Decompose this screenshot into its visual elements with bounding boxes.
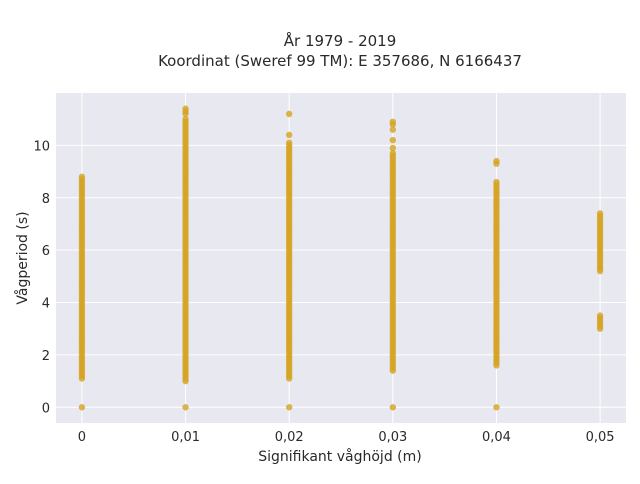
y-axis-ticks: 0 2 4 6 8 10 (33, 139, 50, 416)
data-point (389, 150, 397, 157)
y-tick-label: 4 (42, 297, 50, 312)
data-point (285, 110, 293, 118)
data-point (493, 160, 500, 167)
y-tick-label: 6 (42, 244, 50, 259)
data-point (389, 136, 397, 144)
y-tick-label: 2 (42, 349, 50, 364)
x-tick-label: 0,01 (171, 430, 200, 445)
data-point (78, 404, 86, 411)
data-point (182, 110, 189, 118)
plot-area (56, 93, 626, 423)
data-point (389, 121, 397, 128)
x-tick-label: 0,04 (482, 430, 511, 445)
data-point (389, 126, 397, 133)
data-points (78, 105, 604, 411)
chart-title-line1: År 1979 - 2019 (284, 31, 397, 50)
data-point (78, 173, 86, 181)
data-point (182, 115, 189, 123)
y-tick-label: 8 (42, 192, 50, 207)
x-tick-label: 0,02 (275, 430, 304, 445)
data-point (285, 139, 293, 146)
y-tick-label: 0 (42, 401, 50, 416)
data-point (389, 404, 397, 411)
data-point (285, 404, 293, 411)
chart-title-line2: Koordinat (Sweref 99 TM): E 357686, N 61… (158, 52, 522, 70)
data-point (493, 178, 500, 186)
x-tick-label: 0,03 (378, 430, 407, 445)
x-axis-ticks: 0 0,01 0,02 0,03 0,04 0,05 (78, 430, 615, 445)
data-point (389, 144, 397, 152)
data-point (182, 404, 189, 411)
x-tick-label: 0,05 (586, 430, 615, 445)
y-axis-label: Vågperiod (s) (14, 211, 31, 304)
data-point (285, 131, 293, 139)
data-point (493, 404, 500, 411)
x-tick-label: 0 (78, 430, 86, 445)
data-point (596, 210, 604, 217)
data-point (596, 312, 604, 319)
y-tick-label: 10 (33, 139, 50, 154)
x-axis-label: Signifikant våghöjd (m) (258, 448, 421, 465)
